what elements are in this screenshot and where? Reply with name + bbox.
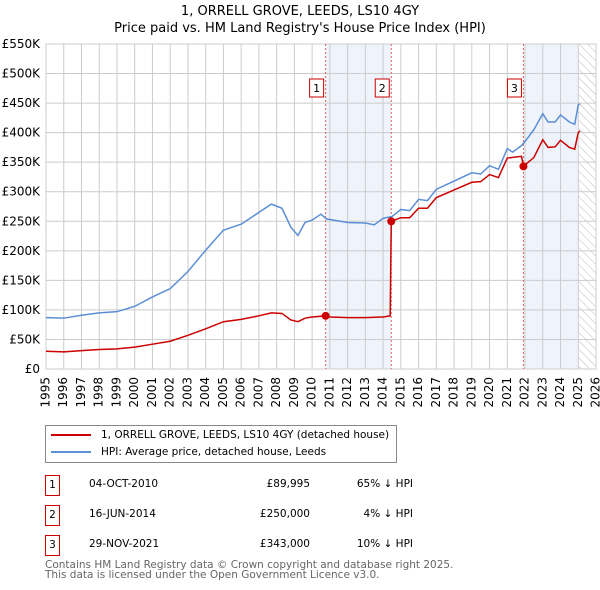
x-tick-label: 2011 — [322, 377, 336, 408]
x-tick-label: 2000 — [127, 377, 141, 408]
y-tick-label: £100K — [2, 303, 42, 317]
x-tick-label: 2004 — [198, 377, 212, 408]
legend-swatch-property — [51, 434, 91, 436]
sale-row: 3 29-NOV-2021 £343,000 10% ↓ HPI — [45, 535, 445, 556]
legend-swatch-hpi — [51, 451, 91, 453]
x-tick-label: 2022 — [518, 377, 532, 408]
x-tick-label: 2010 — [305, 377, 319, 408]
y-tick-label: £550K — [2, 37, 42, 51]
y-tick-label: £300K — [2, 185, 42, 199]
sale-date: 29-NOV-2021 — [89, 538, 160, 550]
sale-date: 16-JUN-2014 — [89, 508, 156, 520]
sale-marker-box — [506, 78, 522, 98]
sale-point — [321, 311, 330, 320]
y-tick-label: £400K — [2, 126, 42, 140]
y-tick-label: £450K — [2, 96, 42, 110]
x-tick-label: 2003 — [180, 377, 194, 408]
sale-hpi-diff: 65% ↓ HPI — [356, 478, 413, 490]
sale-date: 04-OCT-2010 — [89, 478, 158, 490]
sale-marker-label: 3 — [45, 535, 60, 556]
x-tick-label: 2001 — [145, 377, 159, 408]
sale-marker-label: 1 — [45, 475, 60, 496]
y-tick-label: £350K — [2, 155, 42, 169]
sale-hpi-diff: 10% ↓ HPI — [356, 538, 413, 550]
shaded-period — [523, 44, 579, 369]
sale-marker-box — [309, 78, 325, 98]
sale-marker-label: 1 — [313, 82, 320, 95]
footer-licence: This data is licensed under the Open Gov… — [45, 569, 380, 581]
x-tick-label: 2002 — [163, 377, 177, 408]
legend: 1, ORRELL GROVE, LEEDS, LS10 4GY (detach… — [45, 425, 397, 463]
chart-subtitle: Price paid vs. HM Land Registry's House … — [114, 21, 486, 36]
x-tick-label: 1996 — [56, 377, 70, 408]
y-tick-label: £50K — [9, 332, 41, 346]
sale-row: 2 16-JUN-2014 £250,000 4% ↓ HPI — [45, 505, 445, 526]
x-tick-label: 2008 — [269, 377, 283, 408]
y-tick-label: £200K — [2, 244, 42, 258]
x-tick-label: 1997 — [74, 377, 88, 408]
x-tick-label: 2007 — [251, 377, 265, 408]
x-tick-label: 1999 — [109, 377, 123, 408]
sale-price: £250,000 — [259, 508, 310, 520]
sale-marker-label: 3 — [511, 82, 518, 95]
x-tick-label: 1995 — [39, 377, 53, 408]
x-tick-label: 2024 — [553, 377, 567, 408]
sale-hpi-diff: 4% ↓ HPI — [363, 508, 413, 520]
sale-marker-label: 2 — [379, 82, 386, 95]
x-tick-label: 2020 — [482, 377, 496, 408]
sale-price: £343,000 — [259, 538, 310, 550]
sale-marker-box — [374, 78, 390, 98]
sale-marker-label: 2 — [45, 505, 60, 526]
x-tick-label: 2026 — [589, 377, 600, 408]
hpi-line — [45, 103, 581, 319]
x-tick-label: 2006 — [234, 377, 248, 408]
x-tick-label: 2012 — [340, 377, 354, 408]
chart-title: 1, ORRELL GROVE, LEEDS, LS10 4GY — [180, 4, 420, 19]
x-tick-label: 2017 — [429, 377, 443, 408]
shaded-period — [325, 44, 392, 369]
legend-label-hpi: HPI: Average price, detached house, Leed… — [101, 446, 327, 458]
x-tick-label: 2005 — [216, 377, 230, 408]
footer-copyright: Contains HM Land Registry data © Crown c… — [45, 559, 454, 571]
sale-point — [387, 217, 396, 226]
x-tick-label: 1998 — [92, 377, 106, 408]
x-tick-label: 2014 — [376, 377, 390, 408]
x-tick-label: 2016 — [411, 377, 425, 408]
price-chart: 1995 1996 1997 1998 1999 2000 2001 2002 2003 2004… — [2, 37, 600, 408]
x-tick-label: 2019 — [464, 377, 478, 408]
x-tick-label: 2009 — [287, 377, 301, 408]
y-tick-label: £250K — [2, 214, 42, 228]
x-tick-label: 2018 — [447, 377, 461, 408]
y-tick-label: £150K — [2, 273, 42, 287]
property-price-line — [45, 130, 581, 353]
sale-price: £89,995 — [266, 478, 310, 490]
x-tick-label: 2021 — [500, 377, 514, 408]
footer: Contains HM Land Registry data © Crown c… — [45, 559, 454, 581]
sale-point — [519, 162, 528, 171]
x-tick-label: 2015 — [393, 377, 407, 408]
x-tick-label: 2025 — [571, 377, 585, 408]
sale-row: 1 04-OCT-2010 £89,995 65% ↓ HPI — [45, 475, 445, 496]
x-tick-label: 2023 — [535, 377, 549, 408]
forecast-hatch — [578, 44, 596, 369]
legend-label-property: 1, ORRELL GROVE, LEEDS, LS10 4GY (detach… — [101, 429, 390, 441]
y-tick-label: £500K — [2, 67, 42, 81]
x-tick-label: 2013 — [358, 377, 372, 408]
y-tick-label: £0 — [25, 362, 40, 376]
